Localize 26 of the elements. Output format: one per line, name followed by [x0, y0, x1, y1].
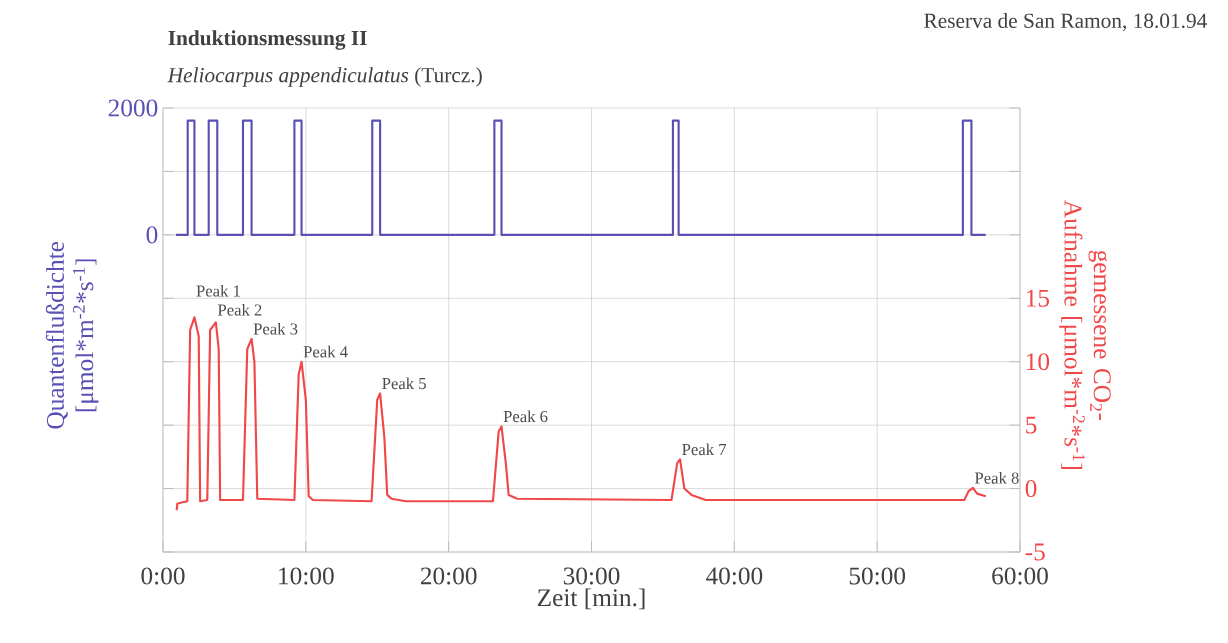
chart-title: Induktionsmessung II — [168, 30, 367, 50]
annotation: Peak 6 — [503, 410, 548, 423]
x-tick-label: 0:00 — [141, 567, 185, 585]
text: Reserva de San Ramon, 18.01.94 — [924, 12, 1207, 32]
x-tick-label: 50:00 — [849, 567, 906, 585]
x-tick-label: 40:00 — [705, 567, 763, 585]
y2-axis-title: gemessene CO$_{2}$-Aufnahme [μmol*m$^{-2}$*s$^{-1}$] — [1059, 200, 1111, 469]
annotation: Peak 8 — [974, 471, 1019, 484]
y2-tick-label: -5 — [1025, 543, 1045, 561]
y2-tick-label: 5 — [1026, 416, 1037, 434]
x-tick-label: 20:00 — [420, 567, 477, 585]
x-tick-label: 30:00 — [563, 567, 620, 585]
x-tick-label: 10:00 — [279, 567, 334, 585]
y2-tick-label: 10 — [1026, 353, 1050, 371]
x-tick-label: 60:00 — [992, 567, 1048, 585]
annotation: Peak 2 — [217, 303, 262, 316]
y2-tick-label: 0 — [1025, 480, 1037, 498]
annotation: Peak 4 — [303, 345, 348, 358]
annotation: Peak 5 — [382, 377, 426, 390]
x-axis-title: Zeit [min.] — [537, 588, 645, 610]
y-tick-label: 2000 — [108, 99, 158, 117]
annotation: Peak 7 — [682, 443, 727, 456]
annotation: Peak 3 — [253, 322, 298, 335]
y2-tick-label: 15 — [1026, 289, 1050, 307]
annotation: Peak 1 — [196, 284, 240, 297]
chart-subtitle: Heliocarpus appendiculatus (Turcz.) — [167, 67, 482, 87]
